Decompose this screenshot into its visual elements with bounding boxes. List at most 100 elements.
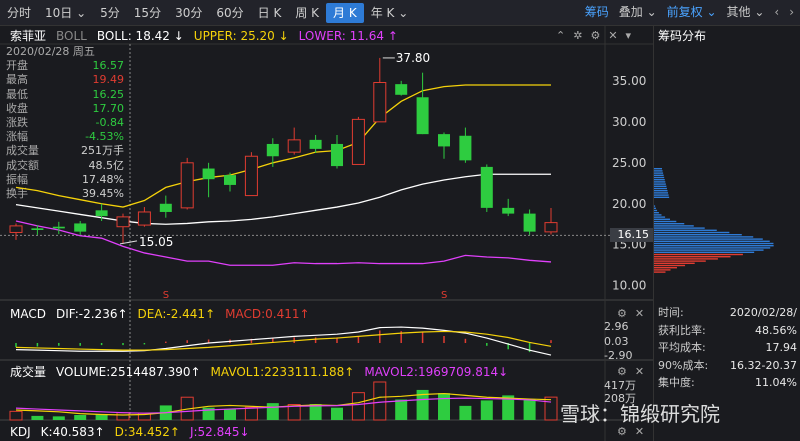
price-tick: 30.00	[612, 115, 646, 129]
chip-distribution-panel: 筹码分布 时间: 2020/02/28/获利比率: 48.56% 平均成本: 17.94…	[653, 26, 800, 441]
high-marker-label: 37.80	[396, 51, 430, 65]
chip-bar	[654, 262, 695, 264]
period-tab[interactable]: 周 K	[295, 5, 320, 20]
volume-bar	[459, 405, 472, 420]
info-key: 收盘	[6, 101, 28, 115]
info-row: 涨幅 -4.53%	[6, 130, 124, 144]
period-tab[interactable]: 年 K ⌄	[370, 5, 409, 20]
macd-header: MACD DIF:-2.236↑ DEA:-2.441↑ MACD:0.411↑	[0, 306, 310, 322]
macd-label[interactable]: MACD	[10, 307, 46, 321]
volume-bar	[244, 406, 258, 421]
gear-icon[interactable]: ⚙	[590, 29, 601, 42]
volume-bar	[116, 412, 130, 421]
info-row: 振幅 17.48%	[6, 173, 124, 187]
gear-icon[interactable]: ⚙	[617, 365, 627, 378]
volume-tick: 417万	[604, 379, 636, 392]
overlay-dropdown[interactable]: 叠加 ⌄	[618, 5, 657, 19]
chip-bar	[654, 249, 764, 251]
main-chart-header: 索菲亚 BOLL BOLL: 18.42 ↓ UPPER: 25.20 ↓ LO…	[0, 28, 398, 44]
watermark-logo: 雪球：锦缎研究院	[560, 402, 720, 426]
info-value: 16.57	[92, 59, 125, 73]
stock-name: 索菲亚	[10, 29, 47, 43]
indicator-name[interactable]: BOLL	[56, 29, 87, 43]
candle-body	[395, 84, 408, 95]
period-tab[interactable]: 30分	[175, 5, 203, 20]
period-tab[interactable]: 10日 ⌄	[45, 5, 87, 20]
chip-bar	[654, 247, 771, 249]
chip-bar	[654, 179, 665, 181]
gear-icon[interactable]: ⚙	[617, 307, 627, 320]
candle-body	[116, 216, 130, 228]
chip-bar	[654, 216, 666, 218]
volume-bar	[331, 407, 343, 420]
candle-body	[74, 223, 87, 232]
chip-bar	[654, 170, 663, 172]
lower-value: LOWER: 11.64 ↑	[298, 29, 398, 43]
chip-bar	[654, 176, 665, 179]
info-row: 成交量 251万手	[6, 144, 124, 158]
volume-bar	[544, 396, 558, 421]
boll-lines	[15, 84, 552, 266]
candle-body	[309, 139, 322, 149]
candle-body	[52, 226, 65, 229]
adjust-dropdown[interactable]: 前复权 ⌄	[666, 5, 717, 19]
chip-stat-value: 16.32-20.37	[730, 358, 797, 372]
period-tab[interactable]: 月 K	[326, 2, 364, 23]
price-tick: 10.00	[612, 279, 646, 293]
boll-value: BOLL: 18.42 ↓	[96, 29, 184, 43]
chevron-right-icon[interactable]: ›	[789, 4, 794, 19]
settings-icon[interactable]: ✲	[573, 29, 583, 42]
chevron-left-icon[interactable]: ‹	[774, 4, 780, 19]
volume-bar	[202, 407, 215, 420]
info-key: 最低	[6, 87, 28, 101]
close-icon[interactable]: ✕	[634, 425, 645, 438]
period-tab[interactable]: 60分	[216, 5, 244, 20]
chip-stat-row: 集中度: 11.04%	[654, 374, 800, 392]
info-value: -0.84	[95, 116, 124, 130]
chip-bar	[654, 227, 705, 229]
period-tab[interactable]: 日 K	[257, 5, 282, 20]
chip-bar	[654, 187, 667, 190]
chip-bar	[654, 264, 686, 267]
candle-body	[244, 155, 258, 197]
chip-bar	[654, 269, 671, 271]
macd-tick: 0.03	[604, 335, 629, 348]
chevron-up-icon[interactable]: ⌃	[556, 29, 566, 42]
candle-body	[95, 210, 108, 217]
candle-body	[502, 207, 515, 214]
dropdown-icon[interactable]: ▾	[625, 29, 632, 42]
kdj-label[interactable]: KDJ	[10, 425, 31, 439]
gear-icon[interactable]: ⚙	[617, 425, 627, 438]
chip-panel-header: 筹码分布	[654, 26, 800, 46]
boll-mid-line	[15, 173, 551, 225]
close-icon[interactable]: ✕	[634, 365, 645, 378]
chip-bar	[654, 251, 755, 253]
chip-stat-row: 获利比率: 48.56%	[654, 322, 800, 340]
chip-stat-key: 90%成本:	[658, 358, 709, 372]
other-dropdown[interactable]: 其他 ⌄	[726, 5, 765, 19]
k-value: K:40.583↑	[40, 425, 105, 439]
volume-label[interactable]: 成交量	[10, 365, 47, 379]
chip-bar	[654, 196, 670, 198]
close-icon[interactable]: ✕	[634, 307, 645, 320]
chart-annotations: 37.80 15.05 S S	[119, 51, 447, 301]
period-tab[interactable]: 5分	[100, 5, 120, 20]
mavol2-value: MAVOL2:1969709.814↓	[364, 365, 509, 379]
period-tab[interactable]: 分时	[7, 5, 32, 20]
info-value: 39.45%	[82, 187, 124, 201]
close-icon[interactable]: ✕	[608, 29, 618, 42]
chip-stat-value: 17.94	[765, 341, 798, 354]
info-row: 最低 16.25	[6, 88, 124, 102]
period-tab[interactable]: 15分	[133, 5, 162, 20]
candle-body	[137, 211, 151, 226]
chip-stats: 时间: 2020/02/28/获利比率: 48.56% 平均成本: 17.94 90%成本…	[654, 304, 800, 392]
chip-bar	[654, 240, 770, 242]
chip-bar	[654, 225, 694, 227]
chouma-button[interactable]: 筹码	[584, 5, 609, 19]
chip-stat-key: 获利比率:	[658, 323, 706, 337]
info-row: 成交额 48.5亿	[6, 159, 124, 173]
chip-bar	[654, 205, 656, 207]
chip-bar	[654, 212, 659, 214]
